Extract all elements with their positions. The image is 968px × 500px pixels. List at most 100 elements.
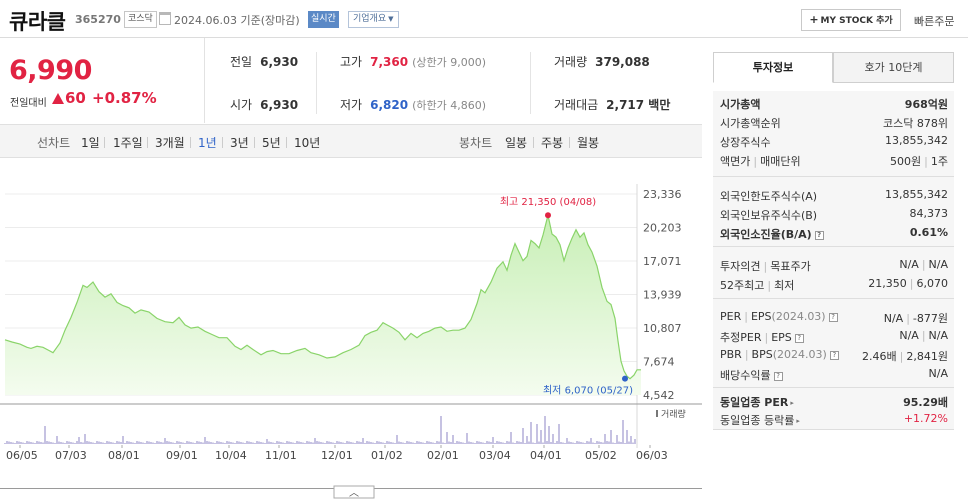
x-tick-label: 01/02 bbox=[371, 449, 403, 462]
stock-name: 큐라클 bbox=[9, 10, 66, 34]
right-panel-tabs: 투자정보 호가 10단계 bbox=[713, 52, 954, 83]
est-per-value: N/A bbox=[899, 329, 919, 342]
stat-volume: 거래량 379,088 bbox=[554, 53, 650, 70]
target-price-value: N/A bbox=[928, 258, 948, 271]
tab-candle-chart[interactable]: 봉차트 bbox=[459, 136, 493, 150]
stat-open: 시가 6,930 bbox=[230, 96, 298, 113]
tab-1d[interactable]: 1일 bbox=[81, 136, 100, 150]
company-overview-dropdown[interactable]: 기업개요 ▼ bbox=[348, 11, 399, 28]
sector-per-label: 동일업종 PER bbox=[720, 396, 789, 409]
chevron-up-icon: ︿ bbox=[349, 488, 359, 499]
help-icon[interactable]: ? bbox=[773, 372, 783, 381]
tab-divider bbox=[569, 137, 570, 148]
chart-period-tabs: 선차트 1일 1주일 3개월 1년 3년 5년 10년 봉차트 일봉 주봉 월봉 bbox=[0, 124, 702, 158]
tab-divider bbox=[533, 137, 534, 148]
pbr-label: PBR bbox=[720, 348, 742, 361]
x-tick-label: 06/03 bbox=[636, 449, 668, 462]
stat-low-label: 저가 bbox=[340, 98, 363, 112]
market-cap-section: 시가총액 968억원 시가총액순위 코스닥 878위 상장주식수 13,855,342… bbox=[713, 91, 954, 177]
realtime-badge[interactable]: 실시간 bbox=[308, 11, 339, 28]
collapse-button[interactable] bbox=[333, 485, 375, 499]
tab-3m[interactable]: 3개월 bbox=[155, 136, 185, 150]
price-chart[interactable]: 23,336 20,203 17,071 13,939 10,807 7,674 4,542… bbox=[0, 158, 702, 500]
tab-divider bbox=[222, 137, 223, 148]
help-icon[interactable]: ? bbox=[814, 231, 824, 240]
per-value: N/A bbox=[883, 312, 904, 325]
tab-5y[interactable]: 5년 bbox=[262, 136, 281, 150]
tab-investment-info[interactable]: 투자정보 bbox=[713, 52, 833, 83]
foreign-holding-value: 84,373 bbox=[909, 207, 949, 220]
valuation-section: PER | EPS(2024.03)? N/A | -877원 추정PER | EPS? N/A… bbox=[713, 299, 954, 388]
foreign-section: 외국인한도주식수(A) 13,855,342 외국인보유주식수(B) 84,373 … bbox=[713, 177, 954, 247]
week52-high-label: 52주최고 bbox=[720, 279, 765, 292]
tab-order-book[interactable]: 호가 10단계 bbox=[833, 52, 954, 83]
sector-change-value: +1.72% bbox=[903, 412, 948, 425]
foreign-ratio-value: 0.61% bbox=[909, 226, 948, 239]
stat-prev: 전일 6,930 bbox=[230, 53, 298, 70]
x-tick-label: 11/01 bbox=[265, 449, 297, 462]
stock-code: 365270 bbox=[75, 13, 121, 26]
info-row: 시가총액 968억원 bbox=[720, 94, 948, 112]
sector-per-value: 95.29배 bbox=[903, 396, 948, 409]
plus-icon: + bbox=[809, 13, 819, 26]
info-row: 동일업종 PER ▸ 95.29배 bbox=[720, 392, 948, 410]
tab-divider bbox=[104, 137, 105, 148]
stat-open-value: 6,930 bbox=[260, 98, 299, 112]
stat-high-value: 7,360 bbox=[370, 55, 409, 69]
info-row: 외국인소진율(B/A)? 0.61% bbox=[720, 224, 948, 242]
quick-order-link[interactable]: 빠른주문 bbox=[914, 15, 955, 28]
info-row: 투자의견 | 목표주가 N/A | N/A bbox=[720, 258, 948, 273]
stat-high-label: 고가 bbox=[340, 55, 363, 69]
arrow-right-icon: ▸ bbox=[796, 417, 800, 425]
investment-info-panel: 투자정보 호가 10단계 시가총액 968억원 시가총액순위 코스닥 878위 상장… bbox=[713, 52, 954, 430]
divider bbox=[316, 52, 317, 114]
stat-amount-value: 2,717 백만 bbox=[606, 98, 671, 112]
add-my-stock-button[interactable]: + MY STOCK 추가 bbox=[801, 9, 901, 31]
x-tick-label: 10/04 bbox=[215, 449, 247, 462]
x-tick-label: 05/02 bbox=[585, 449, 617, 462]
x-tick-label: 02/01 bbox=[427, 449, 459, 462]
y-tick-label: 20,203 bbox=[643, 222, 682, 235]
x-tick-label: 04/01 bbox=[530, 449, 562, 462]
up-triangle-icon bbox=[52, 93, 64, 104]
stat-prev-value: 6,930 bbox=[260, 55, 299, 69]
tab-daily[interactable]: 일봉 bbox=[505, 136, 528, 150]
stock-header: 큐라클 365270 코스닥 2024.06.03 기준(장마감) 실시간 기업… bbox=[0, 0, 968, 38]
y-tick-label: 23,336 bbox=[643, 188, 682, 201]
sector-change-label: 동일업종 등락률 bbox=[720, 414, 795, 427]
market-badge: 코스닥 bbox=[124, 11, 157, 28]
per-label: PER bbox=[720, 310, 742, 323]
lower-limit: (하한가 4,860) bbox=[412, 99, 486, 112]
change-percent: +0.87% bbox=[92, 89, 157, 107]
tab-3y[interactable]: 3년 bbox=[230, 136, 249, 150]
high-point-marker bbox=[545, 212, 551, 219]
tab-1y[interactable]: 1년 bbox=[198, 136, 217, 150]
help-icon[interactable]: ? bbox=[794, 334, 804, 343]
help-icon[interactable]: ? bbox=[828, 313, 838, 322]
tab-10y[interactable]: 10년 bbox=[294, 136, 321, 150]
foreign-limit-label: 외국인한도주식수(A) bbox=[720, 190, 818, 203]
foreign-ratio-label: 외국인소진율(B/A) bbox=[720, 228, 812, 241]
foreign-holding-label: 외국인보유주식수(B) bbox=[720, 209, 818, 222]
est-per-label: 추정PER bbox=[720, 331, 762, 344]
dividend-value: N/A bbox=[928, 367, 948, 380]
week52-high-value: 21,350 bbox=[868, 277, 907, 290]
dividend-label: 배당수익률 bbox=[720, 369, 771, 382]
tab-divider bbox=[190, 137, 191, 148]
x-tick-label: 08/01 bbox=[108, 449, 140, 462]
tab-1w[interactable]: 1주일 bbox=[113, 136, 143, 150]
bps-label: BPS bbox=[751, 348, 773, 361]
divider bbox=[530, 52, 531, 114]
market-cap-value: 968억원 bbox=[904, 98, 948, 111]
volume-legend-icon bbox=[656, 410, 658, 417]
x-tick-label: 09/01 bbox=[166, 449, 198, 462]
help-icon[interactable]: ? bbox=[829, 351, 839, 360]
tab-line-chart[interactable]: 선차트 bbox=[37, 136, 71, 150]
base-date: 2024.06.03 기준(장마감) bbox=[174, 14, 300, 27]
price-summary: 6,990 전일대비 60 +0.87% bbox=[0, 38, 205, 123]
opinion-label: 투자의견 bbox=[720, 260, 761, 273]
tab-monthly[interactable]: 월봉 bbox=[577, 136, 600, 150]
week52-low-label: 최저 bbox=[774, 279, 795, 292]
tab-weekly[interactable]: 주봉 bbox=[541, 136, 564, 150]
market-cap-label: 시가총액 bbox=[720, 98, 761, 111]
